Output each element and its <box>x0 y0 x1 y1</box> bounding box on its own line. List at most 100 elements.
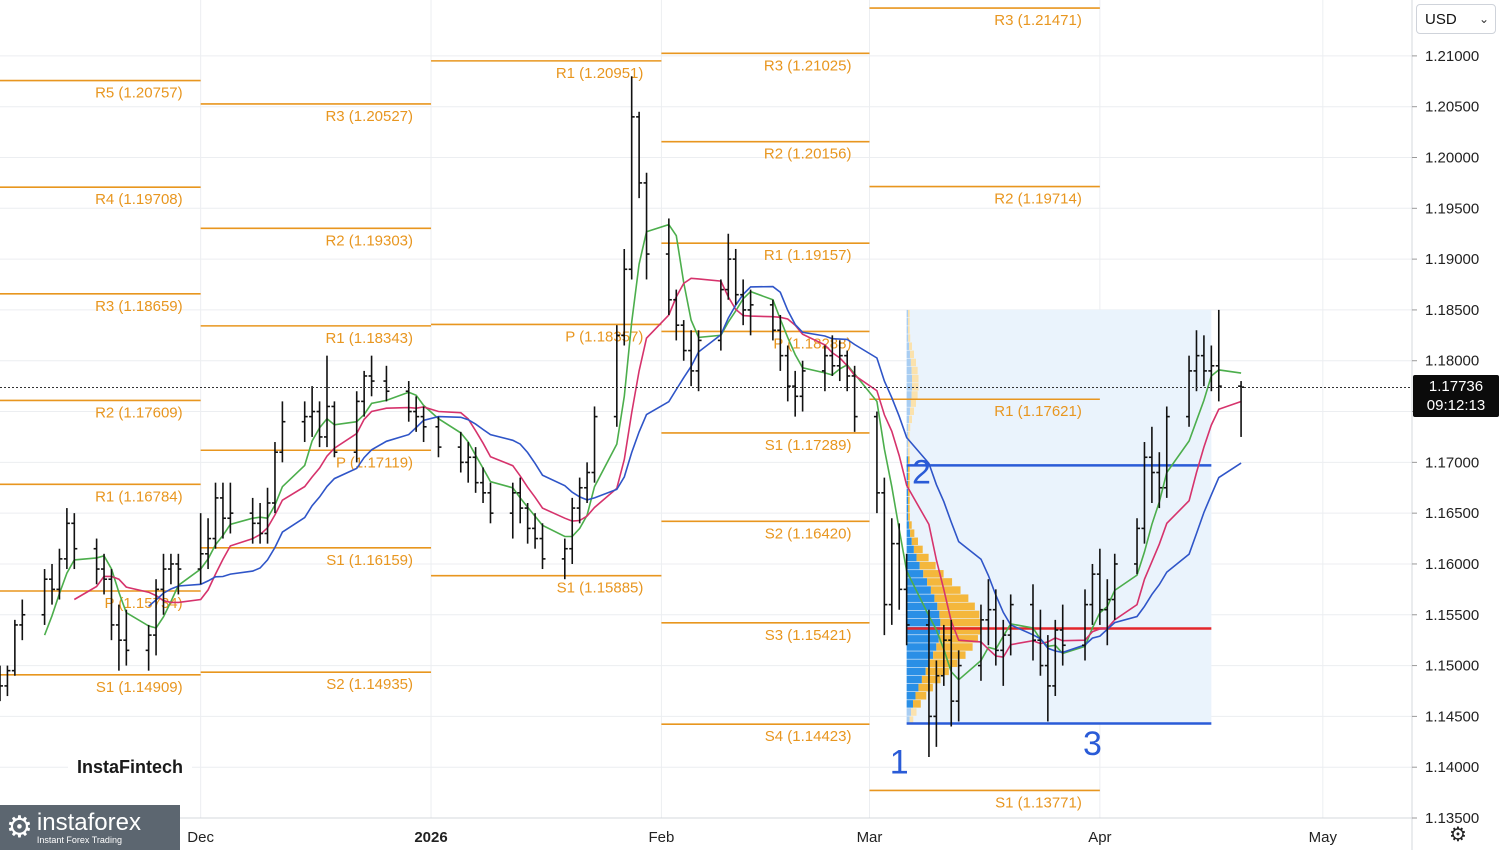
profile-bin-buy <box>906 488 909 497</box>
profile-bin-sell <box>908 456 910 464</box>
profile-bin-buy <box>906 383 912 391</box>
profile-bin-sell <box>909 350 915 359</box>
ohlc-bars <box>0 76 1412 758</box>
pivot-label: R3 (1.18659) <box>95 298 183 315</box>
pivot-label: P (1.18357) <box>565 328 643 345</box>
profile-bin-buy <box>906 391 912 399</box>
gear-icon[interactable]: ⚙ <box>1449 824 1467 846</box>
instaforex-logo-tagline: Instant Forex Trading <box>36 834 122 845</box>
profile-bin-buy <box>906 513 909 521</box>
pivot-label: P (1.15734) <box>105 595 183 612</box>
price-tick-label: 1.20000 <box>1425 150 1479 167</box>
profile-bin-buy <box>906 683 919 692</box>
instaforex-logo-text: instaforex <box>36 808 141 836</box>
price-tick-label: 1.20500 <box>1425 99 1479 116</box>
price-tick-label: 1.18500 <box>1425 302 1479 319</box>
profile-bin-buy <box>906 439 909 448</box>
profile-bin-sell <box>911 391 918 399</box>
profile-bin-sell <box>911 383 919 391</box>
pivot-label: S1 (1.17289) <box>765 437 852 454</box>
profile-bin-sell <box>909 342 912 350</box>
price-tick-label: 1.19000 <box>1425 251 1479 268</box>
profile-bin-sell <box>916 553 929 562</box>
profile-bin-sell <box>911 374 919 383</box>
price-tick-label: 1.19500 <box>1425 200 1479 217</box>
profile-bin-buy <box>906 708 912 716</box>
profile-bin-sell <box>908 472 910 481</box>
price-tick-label: 1.18000 <box>1425 353 1479 370</box>
pivot-label: R3 (1.21025) <box>764 57 852 74</box>
profile-bin-sell <box>909 407 915 415</box>
profile-bin-sell <box>930 586 961 594</box>
profile-bin-sell <box>908 505 910 513</box>
ma-slow-line <box>148 285 1242 654</box>
pivot-label: P (1.17119) <box>336 454 413 471</box>
profile-bin-buy <box>906 561 920 570</box>
profile-bin-buy <box>906 716 910 724</box>
pivot-label: S3 (1.15421) <box>765 627 852 644</box>
profile-bin-sell <box>908 326 910 334</box>
profile-bin-buy <box>906 472 909 481</box>
profile-bin-sell <box>908 439 910 448</box>
profile-bin-sell <box>918 683 933 692</box>
profile-bin-sell <box>908 513 910 521</box>
bar-countdown: 09:12:13 <box>1426 397 1486 414</box>
pivot-label: S2 (1.16420) <box>765 525 852 542</box>
last-price-tag: 1.17736 09:12:13 <box>1413 375 1499 417</box>
price-tick-label: 1.17000 <box>1425 454 1479 471</box>
wave-label: 1 <box>890 743 909 781</box>
price-tick-label: 1.14000 <box>1425 759 1479 776</box>
pivot-label: R2 (1.19303) <box>325 232 413 249</box>
profile-bin-buy <box>906 431 909 440</box>
profile-bin-buy <box>906 350 910 359</box>
profile-bin-buy <box>906 318 909 326</box>
profile-bin-buy <box>906 358 911 367</box>
profile-bin-buy <box>906 496 909 505</box>
profile-bin-buy <box>906 366 912 375</box>
profile-bin-sell <box>913 545 923 554</box>
profile-bin-buy <box>906 448 909 456</box>
profile-bin-buy <box>906 667 926 676</box>
volume-profile <box>906 309 1212 725</box>
pivot-label: R3 (1.21471) <box>994 12 1082 29</box>
ma-mid-line <box>73 277 1242 658</box>
profile-bin-sell <box>908 448 910 456</box>
time-tick-label: Mar <box>857 829 883 846</box>
pivot-label: R2 (1.20156) <box>764 146 852 163</box>
profile-bin-sell <box>925 667 949 676</box>
profile-bin-buy <box>906 415 910 424</box>
currency-label: USD <box>1425 10 1457 28</box>
profile-bin-buy <box>906 342 910 350</box>
pivot-label: R4 (1.19708) <box>95 191 183 208</box>
time-tick-label: May <box>1309 829 1338 846</box>
profile-bin-buy <box>906 399 911 407</box>
profile-bin-sell <box>908 423 911 432</box>
profile-bin-buy <box>906 407 910 415</box>
profile-bin-buy <box>906 602 938 611</box>
profile-bin-buy <box>906 537 912 546</box>
pivot-label: S1 (1.14909) <box>96 679 183 696</box>
profile-bin-buy <box>906 553 917 562</box>
wave-labels: 1 2 3 <box>890 454 1102 782</box>
profile-bin-buy <box>906 505 909 513</box>
profile-bin-buy <box>906 374 912 383</box>
pivot-label: R5 (1.20757) <box>95 85 183 102</box>
price-tick-label: 1.15500 <box>1425 607 1479 624</box>
profile-bin-buy <box>906 423 909 432</box>
currency-select[interactable]: USD ⌄ <box>1416 4 1496 34</box>
pivot-label: S4 (1.14423) <box>765 728 852 745</box>
pivot-label: R3 (1.20527) <box>325 108 413 125</box>
price-tick-label: 1.16500 <box>1425 505 1479 522</box>
profile-bin-sell <box>908 431 910 440</box>
profile-bin-sell <box>937 602 975 611</box>
profile-bin-buy <box>906 610 940 619</box>
pivot-label: S2 (1.14935) <box>326 676 413 693</box>
profile-bin-buy <box>906 635 939 643</box>
profile-bin-sell <box>913 700 921 708</box>
pivot-label: R2 (1.19714) <box>994 191 1082 208</box>
price-tick-label: 1.13500 <box>1425 810 1479 827</box>
profile-bin-sell <box>908 496 910 505</box>
profile-bin-sell <box>934 594 969 602</box>
profile-bin-sell <box>908 480 910 489</box>
